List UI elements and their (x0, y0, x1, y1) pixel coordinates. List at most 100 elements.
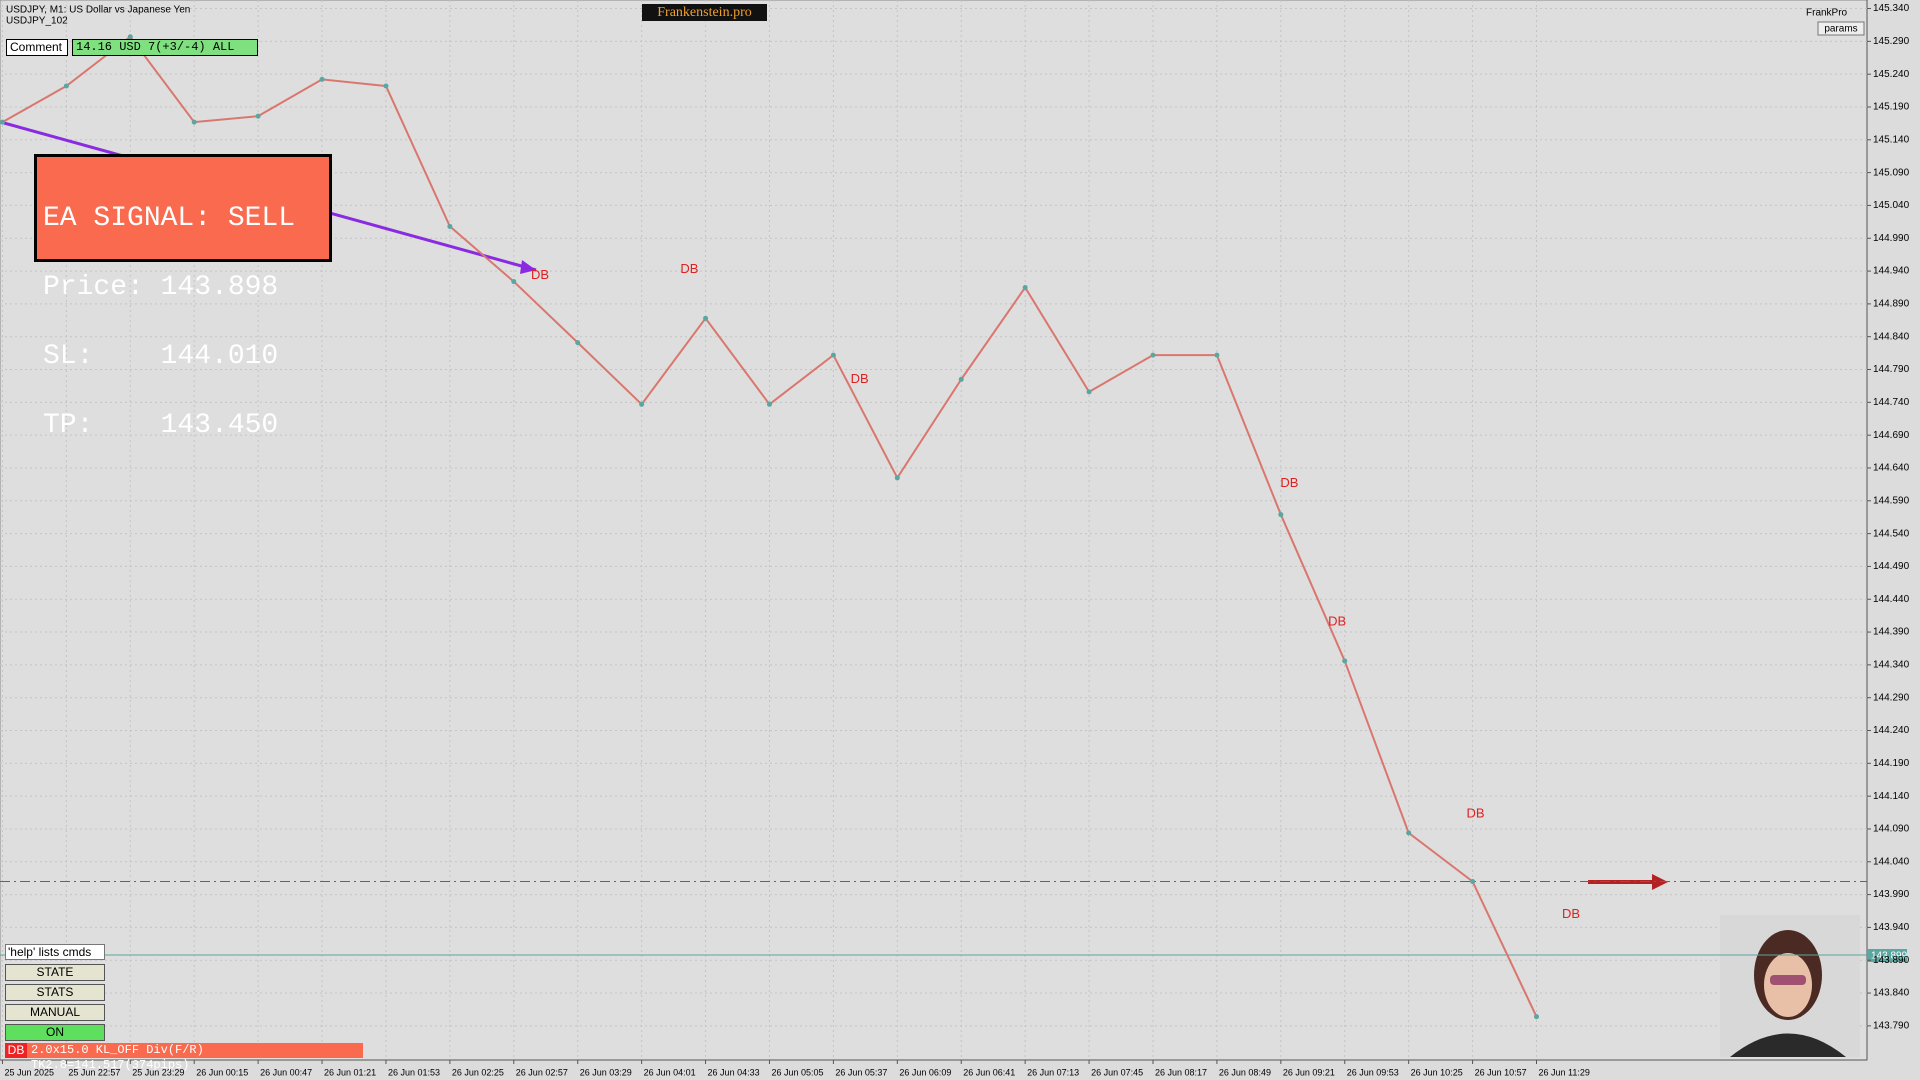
y-tick-label: 145.190 (1873, 102, 1910, 113)
y-tick-label: 143.790 (1873, 1021, 1910, 1032)
x-tick-label: 26 Jun 10:57 (1475, 1067, 1527, 1077)
price-point (1470, 878, 1476, 884)
y-tick-label: 143.890 (1873, 955, 1910, 966)
price-point (894, 475, 900, 481)
price-point (1278, 512, 1284, 518)
x-tick-label: 25 Jun 2025 (4, 1067, 54, 1077)
x-tick-label: 25 Jun 23:29 (132, 1067, 184, 1077)
price-point (319, 76, 325, 82)
price-point (0, 119, 5, 125)
y-tick-label: 145.140 (1873, 134, 1910, 145)
y-tick-label: 144.140 (1873, 791, 1910, 802)
y-tick-label: 144.040 (1873, 856, 1910, 867)
price-point (575, 340, 581, 346)
y-tick-label: 144.740 (1873, 397, 1910, 408)
y-tick-label: 143.990 (1873, 889, 1910, 900)
symbol: USDJPY, M1: US Dollar vs Japanese Yen (6, 5, 190, 16)
y-tick-label: 144.940 (1873, 266, 1910, 277)
price-tag: 143.899 (1871, 951, 1908, 962)
price-point (127, 34, 133, 40)
x-tick-label: 26 Jun 03:29 (580, 1067, 632, 1077)
db-marker: DB (1280, 475, 1298, 490)
y-tick-label: 145.290 (1873, 36, 1910, 47)
db-marker: DB (1562, 906, 1580, 921)
brand: Frankenstein.pro (642, 4, 767, 21)
avatar-glasses (1770, 975, 1806, 985)
price-point (383, 83, 389, 89)
signal-tp: TP: 143.450 (43, 410, 279, 441)
price-point (1534, 1014, 1540, 1020)
db-marker: DB (1328, 613, 1346, 628)
panel-button[interactable]: ON (5, 1024, 105, 1041)
y-tick-label: 144.190 (1873, 758, 1910, 769)
y-tick-label: 145.340 (1873, 3, 1910, 14)
y-tick-label: 144.890 (1873, 299, 1910, 310)
panel-button[interactable]: STATE (5, 964, 105, 981)
x-tick-label: 26 Jun 00:15 (196, 1067, 248, 1077)
price-point (1342, 658, 1348, 664)
y-tick-label: 144.790 (1873, 364, 1910, 375)
price-point (639, 401, 645, 407)
params-button[interactable] (1817, 21, 1865, 36)
x-tick-label: 26 Jun 02:57 (516, 1067, 568, 1077)
x-tick-label: 26 Jun 08:49 (1219, 1067, 1271, 1077)
x-tick-label: 26 Jun 11:29 (1539, 1067, 1590, 1077)
params-label[interactable]: params (1824, 24, 1857, 35)
y-tick-label: 143.840 (1873, 988, 1910, 999)
comment-label: Comment (6, 39, 68, 56)
status-tag: DB (5, 1043, 27, 1058)
price-point (1022, 284, 1028, 290)
signal-price: Price: 143.898 (43, 272, 279, 303)
x-tick-label: 26 Jun 05:05 (771, 1067, 823, 1077)
avatar (1720, 915, 1860, 1057)
status-text: 2.0x15.0 KL_OFF Div(F/R) TK2.8=141.517(3… (27, 1043, 363, 1072)
x-tick-label: 26 Jun 09:53 (1347, 1067, 1399, 1077)
help-hint: 'help' lists cmds (5, 944, 105, 960)
x-tick-label: 26 Jun 07:13 (1027, 1067, 1079, 1077)
y-tick-label: 144.690 (1873, 430, 1910, 441)
account: FrankPro (1806, 8, 1848, 19)
db-marker: DB (851, 371, 869, 386)
db-marker: DB (531, 267, 549, 282)
y-tick-label: 143.940 (1873, 922, 1910, 933)
y-tick-label: 144.440 (1873, 594, 1910, 605)
price-point (63, 83, 69, 89)
x-tick-label: 26 Jun 01:21 (324, 1067, 376, 1077)
y-tick-label: 144.240 (1873, 725, 1910, 736)
panel-button[interactable]: MANUAL (5, 1004, 105, 1021)
x-tick-label: 26 Jun 10:25 (1411, 1067, 1463, 1077)
y-tick-label: 144.640 (1873, 463, 1910, 474)
price-point (830, 352, 836, 358)
x-tick-label: 26 Jun 04:01 (644, 1067, 696, 1077)
comment-value: 14.16 USD 7(+3/-4) ALL (72, 39, 258, 56)
x-tick-label: 25 Jun 22:57 (68, 1067, 120, 1077)
x-tick-label: 26 Jun 04:33 (708, 1067, 760, 1077)
symbol-sub: USDJPY_102 (6, 16, 68, 27)
x-tick-label: 26 Jun 06:41 (963, 1067, 1015, 1077)
x-tick-label: 26 Jun 07:45 (1091, 1067, 1143, 1077)
panel-button[interactable]: STATS (5, 984, 105, 1001)
y-tick-label: 144.990 (1873, 233, 1910, 244)
y-tick-label: 144.840 (1873, 331, 1910, 342)
y-tick-label: 144.390 (1873, 627, 1910, 638)
price-point (511, 279, 517, 285)
price-point (1150, 352, 1156, 358)
x-tick-label: 26 Jun 00:47 (260, 1067, 312, 1077)
y-tick-label: 144.340 (1873, 660, 1910, 671)
price-point (958, 376, 964, 382)
db-marker: DB (680, 261, 698, 276)
price-tag-box (1867, 949, 1907, 962)
price-point (1406, 830, 1412, 836)
y-tick-label: 145.240 (1873, 69, 1910, 80)
arrow-head (1652, 874, 1668, 890)
y-tick-label: 144.290 (1873, 692, 1910, 703)
avatar-body (1730, 1033, 1846, 1057)
y-tick-label: 144.590 (1873, 495, 1910, 506)
price-point (766, 401, 772, 407)
signal-box: EA SIGNAL: SELL Price: 143.898 SL: 144.0… (34, 154, 332, 440)
price-point (447, 223, 453, 229)
y-tick-label: 145.090 (1873, 167, 1910, 178)
signal-title: EA SIGNAL: SELL (43, 203, 296, 234)
price-point (703, 315, 709, 321)
